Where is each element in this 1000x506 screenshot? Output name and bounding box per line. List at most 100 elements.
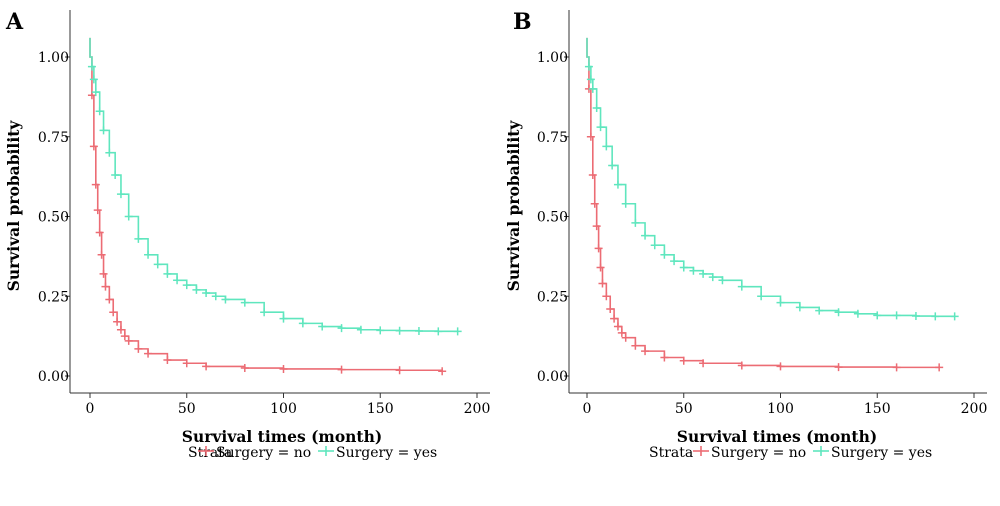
censor-mark <box>931 312 940 321</box>
censor-mark <box>650 241 659 250</box>
censor-mark <box>113 317 122 326</box>
censor-mark <box>911 312 920 321</box>
censor-mark <box>337 324 346 333</box>
censor-mark <box>95 107 104 116</box>
censor-mark <box>144 250 153 259</box>
censor-mark <box>318 322 327 331</box>
y-tick-label: 0.50 <box>537 210 568 226</box>
censor-mark <box>279 314 288 323</box>
censor-mark <box>776 362 785 371</box>
censor-mark <box>610 314 619 323</box>
svg-text:Survival probability: Survival probability <box>504 120 523 292</box>
x-axis-title: Survival times (month) <box>182 427 382 446</box>
censor-mark <box>438 367 447 376</box>
legend: Strata Surgery = no Surgery = yes <box>188 445 437 461</box>
censor-mark <box>279 364 288 373</box>
censor-mark <box>109 308 118 317</box>
censor-marks-no <box>87 91 447 376</box>
censor-mark <box>91 180 100 189</box>
x-tick-label: 50 <box>178 401 196 417</box>
legend-label-yes: Surgery = yes <box>831 445 932 461</box>
x-tick-label: 150 <box>864 401 891 417</box>
legend: Strata Surgery = no Surgery = yes <box>649 445 932 461</box>
censor-mark <box>89 142 98 151</box>
x-tick-label: 200 <box>464 401 491 417</box>
censor-mark <box>240 298 249 307</box>
x-tick-label: 200 <box>961 401 988 417</box>
y-tick-label: 0.75 <box>537 130 568 146</box>
chart-panel-a: A Survival probability Survival times (m… <box>0 0 500 502</box>
legend-label-no: Surgery = no <box>216 445 311 461</box>
censor-mark <box>414 327 423 336</box>
censor-mark <box>116 325 125 334</box>
censor-mark <box>834 363 843 372</box>
y-axis-title: Survival probability <box>504 120 523 292</box>
y-tick-label: 1.00 <box>537 50 568 66</box>
censor-mark <box>87 62 96 71</box>
censor-mark <box>89 75 98 84</box>
axes: 0 50 100 150 200 0.00 0.25 0.50 0.75 1.00 <box>38 10 491 417</box>
legend-label-yes: Surgery = yes <box>336 445 437 461</box>
x-tick-label: 0 <box>583 401 592 417</box>
censor-mark <box>376 326 385 335</box>
censor-mark <box>592 222 601 231</box>
censor-mark <box>163 356 172 365</box>
censor-mark <box>221 295 230 304</box>
censor-mark <box>111 171 120 180</box>
censor-mark <box>97 250 106 259</box>
censor-mark <box>608 161 617 170</box>
censor-mark <box>718 276 727 285</box>
chart-b-svg: B Survival probability Survival times (m… <box>504 9 988 461</box>
chart-panel-b: B Survival probability Survival times (m… <box>497 0 997 502</box>
censor-mark <box>101 282 110 291</box>
censor-mark <box>737 282 746 291</box>
censor-mark <box>594 244 603 253</box>
censor-mark <box>592 104 601 113</box>
legend-title: Strata <box>649 445 693 461</box>
censor-mark <box>590 199 599 208</box>
censor-mark <box>596 123 605 132</box>
censor-mark <box>892 363 901 372</box>
y-tick-label: 0.75 <box>38 130 69 146</box>
censor-mark <box>641 231 650 240</box>
axes: 0 50 100 150 200 0.00 0.25 0.50 0.75 1.00 <box>537 10 988 417</box>
y-axis-title: Survival probability <box>4 120 23 292</box>
censor-mark <box>641 347 650 356</box>
censor-mark <box>99 126 108 135</box>
censor-mark <box>105 148 114 157</box>
censor-mark <box>586 132 595 141</box>
censor-mark <box>586 75 595 84</box>
censor-mark <box>434 327 443 336</box>
chart-a-svg: A Survival probability Survival times (m… <box>4 9 491 461</box>
censor-mark <box>660 250 669 259</box>
censor-mark <box>621 199 630 208</box>
censor-mark <box>453 327 462 336</box>
censor-mark <box>613 180 622 189</box>
censor-mark <box>116 190 125 199</box>
censor-mark <box>606 305 615 314</box>
censor-mark <box>679 356 688 365</box>
censor-mark <box>356 325 365 334</box>
y-tick-label: 1.00 <box>38 50 69 66</box>
censor-mark <box>134 344 143 353</box>
censor-mark <box>144 349 153 358</box>
censor-mark <box>120 332 129 341</box>
censor-mark <box>153 260 162 269</box>
y-tick-label: 0.25 <box>38 289 69 305</box>
censor-mark <box>211 292 220 301</box>
censor-mark <box>596 263 605 272</box>
censor-mark <box>584 62 593 71</box>
censor-mark <box>699 269 708 278</box>
censor-mark <box>602 292 611 301</box>
censor-mark <box>99 269 108 278</box>
censor-mark <box>588 171 597 180</box>
x-tick-label: 100 <box>270 401 297 417</box>
censor-mark <box>588 84 597 93</box>
censor-mark <box>776 298 785 307</box>
x-tick-label: 100 <box>767 401 794 417</box>
censor-mark <box>873 311 882 320</box>
y-tick-label: 0.25 <box>537 289 568 305</box>
censor-mark <box>395 366 404 375</box>
y-tick-label: 0.00 <box>38 369 69 385</box>
censor-mark <box>621 333 630 342</box>
